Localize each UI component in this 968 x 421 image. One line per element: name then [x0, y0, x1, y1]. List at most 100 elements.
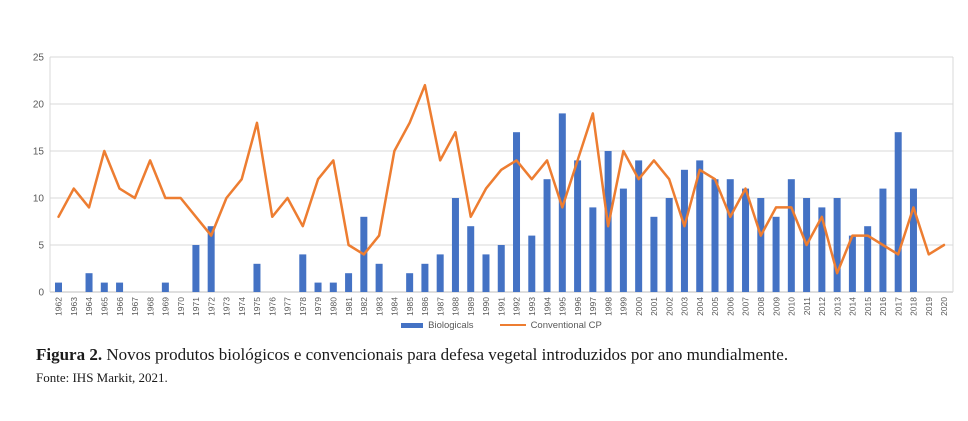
bar-biologicals-1994 — [543, 179, 551, 292]
x-axis-year-label: 1978 — [298, 297, 308, 316]
bar-biologicals-1988 — [451, 198, 459, 292]
legend-label-biologicals: Biologicals — [428, 319, 474, 331]
x-axis-year-label: 1992 — [512, 297, 522, 316]
x-axis-year-label: 1983 — [374, 297, 384, 316]
x-axis-year-label: 2010 — [787, 297, 797, 316]
conventional-cp-line — [57, 83, 946, 275]
x-axis-year-label: 1966 — [115, 297, 125, 316]
bar-biologicals-1966 — [116, 282, 124, 292]
x-axis-year-label: 1969 — [161, 297, 171, 316]
x-axis-year-label: 2015 — [863, 297, 873, 316]
bar-biologicals-2018 — [909, 188, 917, 292]
bar-biologicals-1964 — [85, 273, 93, 292]
bar-biologicals-2013 — [833, 198, 841, 292]
x-axis-year-label: 1975 — [252, 297, 262, 316]
bar-biologicals-2004 — [696, 160, 704, 292]
x-axis-year-label: 1985 — [405, 297, 415, 316]
x-axis-year-label: 1972 — [206, 297, 216, 316]
x-axis-year-label: 1979 — [313, 297, 323, 316]
x-axis-year-label: 2011 — [802, 297, 812, 316]
x-axis-year-label: 1993 — [527, 297, 537, 316]
x-axis-year-label: 2017 — [893, 297, 903, 316]
x-axis-year-label: 1996 — [573, 297, 583, 316]
x-axis-year-label: 1962 — [54, 297, 64, 316]
x-axis-year-label: 1995 — [558, 297, 568, 316]
x-axis-year-label: 1999 — [619, 297, 629, 316]
bar-biologicals-1995 — [558, 113, 566, 293]
figure-caption-label: Figura 2. — [36, 345, 103, 364]
bar-biologicals-1962 — [55, 282, 62, 292]
bar-biologicals-1991 — [497, 245, 505, 292]
bar-biologicals-1996 — [574, 160, 582, 292]
chart-legend: Biologicals Conventional CP — [50, 318, 953, 332]
x-axis-year-label: 2003 — [680, 297, 690, 316]
x-axis-year-label: 1963 — [69, 297, 79, 316]
biologicals-bar-swatch-icon — [401, 322, 424, 328]
legend-item-conventional-cp: Conventional CP — [499, 320, 602, 331]
x-axis-year-label: 1964 — [84, 297, 94, 316]
bar-biologicals-1981 — [345, 273, 353, 292]
y-axis-tick-label: 25 — [33, 53, 45, 64]
x-axis-year-label: 1980 — [329, 297, 339, 316]
x-axis-year-label: 2014 — [848, 297, 858, 316]
bar-biologicals-2012 — [818, 207, 826, 292]
x-axis-year-label: 1997 — [588, 297, 598, 316]
y-axis-tick-label: 20 — [33, 100, 45, 111]
x-axis-year-label: 2020 — [939, 297, 949, 316]
figure-caption: Figura 2. Novos produtos biológicos e co… — [36, 344, 934, 365]
y-axis-tick-label: 5 — [38, 241, 44, 252]
x-axis-year-label: 1988 — [451, 297, 461, 316]
bar-biologicals-2008 — [757, 198, 765, 292]
x-axis-year-label: 1971 — [191, 297, 201, 316]
x-axis-year-label: 1976 — [267, 297, 277, 316]
x-axis-year-label: 2012 — [817, 297, 827, 316]
x-axis-year-label: 2008 — [756, 297, 766, 316]
x-axis-year-label: 1965 — [100, 297, 110, 316]
bar-biologicals-2014 — [848, 235, 856, 292]
x-axis-year-label: 1984 — [390, 297, 400, 316]
bar-biologicals-2002 — [665, 198, 673, 292]
bar-biologicals-2003 — [680, 169, 688, 292]
bar-biologicals-1990 — [482, 254, 490, 292]
x-axis-year-label: 1970 — [176, 297, 186, 316]
bar-biologicals-1986 — [421, 263, 429, 292]
x-axis-year-label: 2001 — [649, 297, 659, 316]
figure-caption-text: Novos produtos biológicos e convencionai… — [106, 345, 789, 364]
bar-biologicals-2017 — [894, 132, 902, 292]
x-axis-year-label: 1982 — [359, 297, 369, 316]
bar-biologicals-2005 — [711, 179, 719, 292]
bar-biologicals-2009 — [772, 216, 780, 292]
x-axis-year-label: 1991 — [496, 297, 506, 316]
bar-biologicals-1992 — [513, 132, 521, 292]
y-axis-tick-label: 0 — [38, 288, 44, 299]
bar-biologicals-1972 — [207, 226, 215, 292]
bar-biologicals-1969 — [161, 282, 169, 292]
x-axis-year-label: 2009 — [771, 297, 781, 316]
conventional-cp-line-swatch-icon — [499, 323, 526, 327]
bar-biologicals-2016 — [879, 188, 887, 292]
x-axis-year-label: 1987 — [435, 297, 445, 316]
bar-biologicals-1979 — [314, 282, 322, 292]
y-axis-tick-label: 15 — [33, 147, 45, 158]
x-axis-year-label: 1986 — [420, 297, 430, 316]
x-axis-year-label: 2018 — [909, 297, 919, 316]
x-axis-year-label: 2016 — [878, 297, 888, 316]
x-axis-year-label: 1990 — [481, 297, 491, 316]
chart-canvas: 0 5 10 15 20 25 1962 1963 1964 1965 1966 1967 1968 19… — [33, 53, 954, 316]
bar-biologicals-1965 — [100, 282, 108, 292]
x-axis-year-label: 1977 — [283, 297, 293, 316]
x-axis-year-label: 1973 — [222, 297, 232, 316]
bar-biologicals-2010 — [787, 179, 795, 292]
x-axis-year-label: 2004 — [695, 297, 705, 316]
x-axis-year-label: 1989 — [466, 297, 476, 316]
x-axis-year-label: 1998 — [603, 297, 613, 316]
bar-biologicals-2006 — [726, 179, 734, 292]
bar-biologicals-1975 — [253, 263, 261, 292]
x-axis-year-label: 2007 — [741, 297, 751, 316]
bar-biologicals-1997 — [589, 207, 597, 292]
x-axis-year-label: 2000 — [634, 297, 644, 316]
bar-biologicals-2015 — [864, 226, 872, 292]
bar-biologicals-2007 — [742, 188, 750, 292]
bar-biologicals-1978 — [299, 254, 307, 292]
